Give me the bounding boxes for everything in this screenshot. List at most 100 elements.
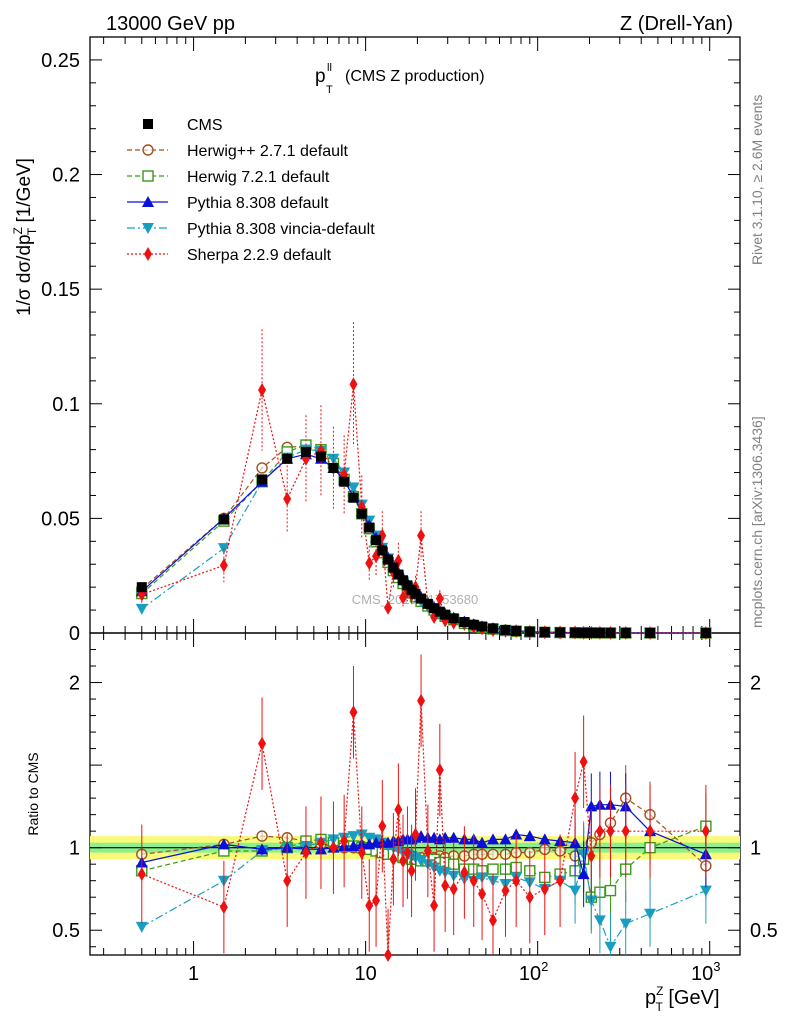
ratio-data-point (619, 918, 632, 930)
ratio-y-tick-label-right: 0.5 (750, 920, 778, 942)
main-data-point (339, 476, 350, 487)
ratio-y-tick-label-right: 2 (750, 673, 761, 695)
main-data-point (487, 623, 498, 634)
main-data-point (417, 528, 426, 543)
ratio-data-point (349, 705, 358, 720)
x-axis-label: pZ T [GeV] (645, 984, 720, 1014)
ratio-data-point (415, 855, 428, 867)
mcplots-label: mcplots.cern.ch [arXiv:1306.3436] (749, 416, 765, 628)
ratio-data-point (399, 853, 408, 868)
series-layer (135, 322, 712, 962)
main-data-point (357, 499, 366, 514)
ratio-data-point (357, 845, 366, 860)
ratio-data-point (460, 865, 469, 880)
plot-title-text: (CMS Z production) (345, 68, 485, 85)
legend-label: Herwig 7.2.1 default (187, 169, 330, 186)
energy-label: 13000 GeV pp (106, 13, 235, 35)
ratio-data-point (329, 840, 338, 855)
ratio-data-point (499, 833, 512, 845)
main-data-point (282, 453, 293, 464)
main-data-point (364, 522, 375, 533)
ratio-data-point (510, 828, 523, 840)
main-data-point (377, 545, 388, 556)
plot-title: p (315, 66, 326, 87)
main-data-point (645, 627, 656, 638)
legend-label: CMS (187, 117, 223, 134)
main-data-point (328, 462, 339, 473)
ratio-y-tick-label-left: 2 (69, 673, 80, 695)
ratio-data-point (512, 873, 521, 888)
legend-label: Pythia 8.308 vincia-default (187, 221, 375, 238)
ratio-data-point (449, 881, 458, 896)
main-data-point (136, 582, 147, 593)
main-data-point (393, 569, 404, 580)
ratio-data-point (430, 898, 439, 913)
ratio-y-tick-label-left: 0.5 (52, 920, 80, 942)
main-data-point (398, 575, 409, 586)
ratio-y-tick-label-right: 1 (750, 838, 761, 860)
main-data-point (219, 558, 228, 573)
legend-label: Herwig++ 2.7.1 default (187, 143, 349, 160)
main-data-point (135, 603, 148, 615)
ratio-data-point (417, 693, 426, 708)
ratio-data-point (525, 890, 534, 905)
ratio-data-point (217, 838, 230, 850)
ratio-data-point (283, 873, 292, 888)
main-y-tick-label: 0 (69, 623, 80, 645)
ratio-data-point (606, 824, 615, 839)
main-data-point (384, 600, 393, 615)
ratio-data-point (439, 831, 452, 843)
main-y-axis-label: 1/σ dσ/dpZT [1/GeV] (11, 158, 39, 316)
main-y-tick-label: 0.2 (52, 165, 80, 187)
ratio-data-point (540, 881, 549, 896)
ratio-data-point (137, 867, 146, 882)
legend-marker (142, 223, 154, 234)
ratio-data-point (699, 885, 712, 897)
legend-item: Pythia 8.308 default (127, 195, 329, 212)
legend-item: Herwig++ 2.7.1 default (127, 143, 349, 160)
ratio-data-point (256, 843, 269, 855)
ratio-data-point (571, 791, 580, 806)
ratio-data-point (538, 833, 551, 845)
rivet-label: Rivet 3.1.10, ≥ 2.6M events (749, 95, 765, 265)
main-data-point (555, 627, 566, 638)
legend-label: Sherpa 2.2.9 default (187, 247, 332, 264)
ratio-data-point (569, 885, 582, 897)
main-series-cms (136, 446, 711, 638)
ratio-data-point (595, 824, 604, 839)
ratio-series-sherpa-2-2-9-default (137, 654, 710, 962)
main-data-point (700, 627, 711, 638)
main-data-point (620, 627, 631, 638)
legend-marker (143, 119, 153, 129)
ratio-data-point (604, 941, 617, 953)
legend: CMS Herwig++ 2.7.1 default Herwig 7.2.1 de… (127, 117, 375, 264)
main-data-point (477, 621, 488, 632)
ratio-data-point (340, 834, 349, 849)
axis-ticks: 0 0.05 0.1 0.15 0.2 0.25 0.5 0.5 1 1 2 2 1 10 102 103 (41, 36, 778, 985)
ratio-data-point (469, 873, 478, 888)
plot-title-subscript: T (326, 84, 333, 96)
main-data-point (434, 606, 445, 617)
ratio-series-line (141, 700, 706, 956)
main-data-point (365, 556, 374, 571)
ratio-data-point (487, 863, 499, 875)
ratio-data-point (415, 830, 428, 842)
main-y-tick-label: 0.25 (41, 50, 80, 72)
legend-marker (142, 144, 154, 156)
legend-marker (142, 170, 154, 182)
main-data-point (348, 492, 359, 503)
main-data-point (399, 590, 408, 605)
ratio-data-point (593, 915, 606, 927)
legend-marker (144, 247, 152, 261)
main-data-point (410, 588, 421, 599)
main-data-point (300, 446, 311, 457)
ratio-data-point (644, 908, 657, 920)
legend-item: Pythia 8.308 vincia-default (127, 221, 375, 238)
ratio-data-point (701, 824, 710, 839)
ratio-data-point (135, 921, 148, 933)
ratio-data-point (577, 868, 590, 880)
x-tick-label: 1 (188, 963, 199, 985)
main-data-point (570, 627, 581, 638)
ratio-data-point (488, 913, 497, 928)
